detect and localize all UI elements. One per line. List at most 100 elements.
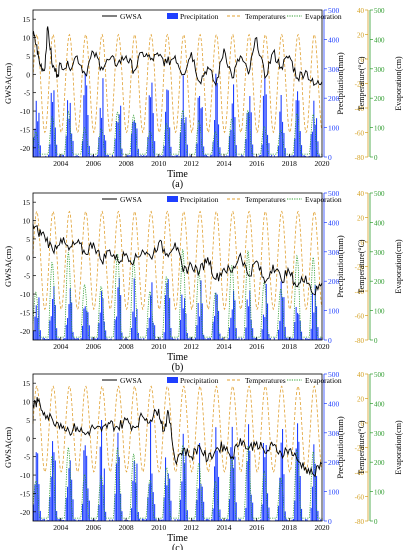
precipitation-bar (209, 337, 211, 340)
precipitation-bar (109, 339, 111, 340)
precipitation-bar (320, 338, 322, 340)
precipitation-tick-label: 100 (328, 307, 340, 316)
temperature-tick-label: -60 (355, 494, 365, 502)
precipitation-bar (52, 299, 54, 340)
precipitation-bar (182, 75, 184, 157)
precipitation-bar (37, 453, 39, 521)
precipitation-bar (98, 137, 100, 157)
precipitation-bar (306, 338, 308, 340)
precipitation-bar (184, 463, 186, 521)
precipitation-bar (131, 328, 133, 340)
precipitation-bar (310, 507, 312, 521)
precipitation-bar (258, 339, 260, 340)
precipitation-bar (42, 519, 44, 521)
precipitation-bar (199, 316, 201, 340)
precipitation-bar (133, 120, 135, 157)
precipitation-bar (49, 497, 51, 521)
precipitation-bar (292, 338, 294, 340)
precipitation-bar (252, 328, 254, 340)
precipitation-bar (207, 518, 209, 521)
precipitation-bar (86, 455, 88, 521)
precipitation-bar (205, 154, 207, 157)
precipitation-bar (114, 319, 116, 340)
evaporation-tick-label: 400 (374, 36, 385, 44)
precipitation-bar (174, 338, 176, 340)
evaporation-tick-label: 300 (374, 249, 385, 257)
precipitation-bar (292, 155, 294, 157)
precipitation-bar (219, 147, 221, 157)
precipitation-bar (33, 504, 35, 521)
precipitation-bar (99, 446, 101, 521)
precipitation-bar (39, 330, 41, 340)
plot-frame (32, 373, 323, 522)
legend-label: Evaporation (305, 195, 342, 204)
precipitation-bar (159, 337, 161, 340)
precipitation-bar (41, 519, 43, 521)
precipitation-bar (271, 154, 273, 157)
precipitation-bar (43, 338, 45, 340)
precipitation-bar (147, 328, 149, 340)
precipitation-bar (264, 317, 266, 340)
x-tick-label: 2020 (315, 523, 330, 532)
x-tick-label: 2014 (217, 342, 232, 351)
precipitation-bar (132, 121, 134, 157)
x-axis-label: Time (167, 169, 188, 180)
precipitation-bar (252, 144, 254, 157)
x-tick-label: 2004 (53, 523, 68, 532)
precipitation-bar (294, 322, 296, 340)
precipitation-bar (87, 488, 89, 521)
evaporation-tick-label: 100 (374, 125, 385, 133)
precipitation-bar (174, 519, 176, 521)
precipitation-bar (218, 124, 220, 157)
precipitation-bar (135, 317, 137, 340)
x-tick-label: 2020 (315, 342, 330, 351)
precipitation-bar (169, 478, 171, 521)
precipitation-bar (290, 337, 292, 340)
precipitation-bar (48, 339, 50, 340)
precipitation-bar (220, 338, 222, 340)
precipitation-bar (88, 145, 90, 157)
precipitation-bar (46, 338, 48, 340)
precipitation-bar (136, 128, 138, 157)
precipitation-bar (160, 156, 162, 157)
precipitation-bar (284, 148, 286, 157)
precipitation-bar (265, 94, 267, 157)
precipitation-tick-label: 400 (328, 218, 340, 227)
x-tick-label: 2012 (184, 342, 199, 351)
precipitation-bar (283, 132, 285, 157)
precipitation-bar (165, 457, 167, 521)
precipitation-bar (170, 328, 172, 340)
precipitation-bar (178, 156, 180, 157)
x-tick-label: 2016 (249, 159, 264, 168)
precipitation-bar (211, 154, 213, 157)
precipitation-bar (214, 316, 216, 340)
plot-frame (32, 192, 323, 341)
evaporation-tick-label: 0 (374, 154, 378, 162)
y-left-tick-label: 0 (26, 434, 30, 443)
evaporation-axis-label: Evaporation(cm) (394, 56, 403, 111)
evaporation-line (32, 444, 322, 519)
precipitation-bar (84, 306, 86, 340)
precipitation-bar (192, 338, 194, 340)
precipitation-bar (245, 327, 247, 340)
x-axis-label: Time (167, 533, 188, 544)
precipitation-bar (35, 452, 37, 521)
precipitation-bar (317, 510, 319, 521)
precipitation-bar (314, 124, 316, 157)
precipitation-bar (154, 325, 156, 340)
precipitation-bar (160, 519, 162, 521)
precipitation-bar (45, 339, 47, 340)
legend-label: Precipitation (180, 376, 219, 385)
precipitation-bar (139, 156, 141, 157)
precipitation-bar (145, 518, 147, 521)
precipitation-bar (249, 450, 251, 521)
precipitation-bar (114, 138, 116, 157)
precipitation-bar (105, 140, 107, 157)
precipitation-bar (234, 117, 236, 157)
precipitation-bar (297, 91, 299, 157)
precipitation-bar (139, 338, 141, 340)
precipitation-bar (280, 281, 282, 340)
precipitation-bar (173, 156, 175, 157)
precipitation-bar (121, 511, 123, 521)
x-tick-label: 2020 (315, 159, 330, 168)
